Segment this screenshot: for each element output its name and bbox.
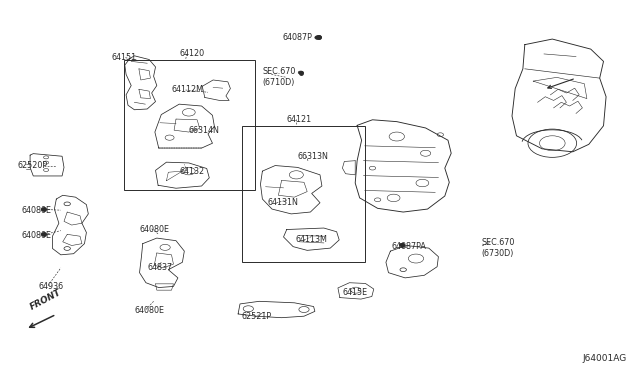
Text: (6730D): (6730D) xyxy=(481,249,514,258)
Text: 64837: 64837 xyxy=(147,263,172,272)
Text: SEC.670: SEC.670 xyxy=(481,238,515,247)
Text: 66313N: 66313N xyxy=(298,152,328,161)
Text: 6415E: 6415E xyxy=(342,288,367,296)
Text: 64131N: 64131N xyxy=(268,198,298,207)
Circle shape xyxy=(41,233,46,236)
Text: SEC.670: SEC.670 xyxy=(262,67,296,76)
Text: 64087PA: 64087PA xyxy=(392,242,426,251)
Circle shape xyxy=(41,208,46,211)
Text: 62520P: 62520P xyxy=(18,161,48,170)
Text: J64001AG: J64001AG xyxy=(583,354,627,363)
Bar xyxy=(242,126,365,262)
Text: 64080E: 64080E xyxy=(22,231,52,240)
Circle shape xyxy=(399,243,404,246)
Text: 64113M: 64113M xyxy=(296,235,328,244)
Text: 64151: 64151 xyxy=(112,53,137,62)
Text: FRONT: FRONT xyxy=(29,288,63,312)
Text: 64080E: 64080E xyxy=(22,206,52,215)
Text: 64087P: 64087P xyxy=(283,33,313,42)
Text: (6710D): (6710D) xyxy=(262,78,295,87)
Text: 64080E: 64080E xyxy=(134,306,164,315)
Text: 64121: 64121 xyxy=(287,115,312,124)
Text: 64132: 64132 xyxy=(179,167,204,176)
Text: 64112M: 64112M xyxy=(172,85,204,94)
Text: 62521P: 62521P xyxy=(242,312,272,321)
Text: 64936: 64936 xyxy=(38,282,63,291)
Text: 64080E: 64080E xyxy=(140,225,170,234)
Text: 66314N: 66314N xyxy=(189,126,220,135)
Bar xyxy=(124,60,255,190)
Text: 64120: 64120 xyxy=(179,49,204,58)
Circle shape xyxy=(315,36,321,39)
Circle shape xyxy=(298,71,303,74)
Circle shape xyxy=(316,36,321,39)
